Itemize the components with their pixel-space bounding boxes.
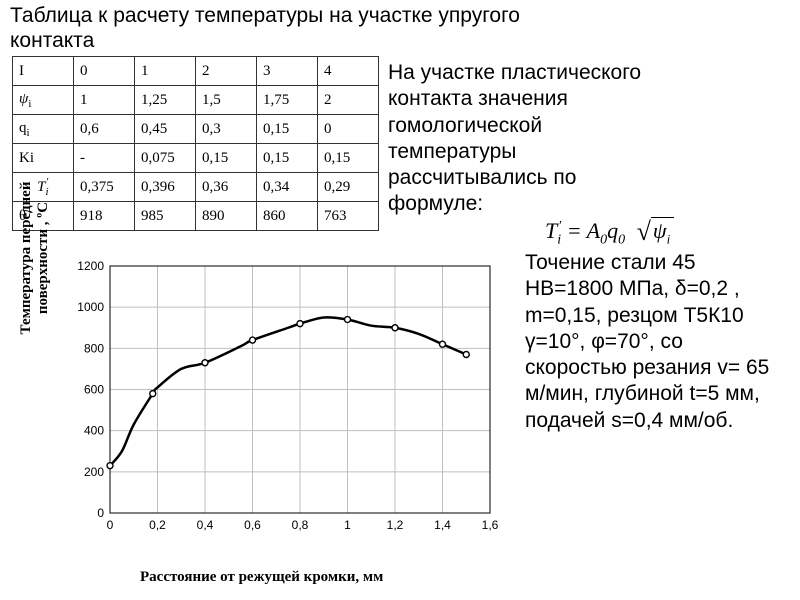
svg-text:0,4: 0,4 xyxy=(197,518,214,532)
svg-text:0,8: 0,8 xyxy=(292,518,309,532)
cell: - xyxy=(74,144,135,173)
table-row: I 0 1 2 3 4 xyxy=(13,57,379,86)
formula-psi: ψ xyxy=(653,218,667,243)
svg-text:0,2: 0,2 xyxy=(149,518,166,532)
row-header-psi: ψi xyxy=(13,86,74,115)
cell: 0,375 xyxy=(74,173,135,202)
svg-text:1: 1 xyxy=(344,518,351,532)
table-row: qi 0,6 0,45 0,3 0,15 0 xyxy=(13,115,379,144)
cell: 0,45 xyxy=(135,115,196,144)
chart-svg: 0 200 400 600 800 1000 1200 0 0,2 0,4 0,6 0,8 1 1,2 1,… xyxy=(70,258,500,543)
row-header-q: qi xyxy=(13,115,74,144)
cell: 1,75 xyxy=(257,86,318,115)
cell: 0,15 xyxy=(196,144,257,173)
svg-text:0,6: 0,6 xyxy=(244,518,261,532)
calc-table: I 0 1 2 3 4 ψi 1 1,25 1,5 1,75 2 qi 0,6 … xyxy=(12,56,379,231)
svg-text:200: 200 xyxy=(84,465,104,479)
y-axis-label: Температура передней поверхности , ºС xyxy=(18,148,52,368)
cell: 0,15 xyxy=(257,144,318,173)
cell: 2 xyxy=(196,57,257,86)
cutting-parameters: Точение стали 45 НВ=1800 МПа, δ=0,2 , m=… xyxy=(525,250,785,434)
y-axis-label-unit: ºС xyxy=(35,202,51,218)
table-row: Ti′ 0,375 0,396 0,36 0,34 0,29 xyxy=(13,173,379,202)
formula-A: A xyxy=(587,218,600,243)
formula-T: T xyxy=(545,218,557,243)
cell: 1,25 xyxy=(135,86,196,115)
paragraph-plastic-contact: На участке пластического контакта значен… xyxy=(388,60,663,218)
cell: 0,29 xyxy=(318,173,379,202)
cell: 1 xyxy=(74,86,135,115)
table-row: θ 918 985 890 860 763 xyxy=(13,202,379,231)
cell: 0,075 xyxy=(135,144,196,173)
cell: 3 xyxy=(257,57,318,86)
cell: 763 xyxy=(318,202,379,231)
formula-q-sub: 0 xyxy=(618,232,625,247)
svg-text:600: 600 xyxy=(84,383,104,397)
table-row: ψi 1 1,25 1,5 1,75 2 xyxy=(13,86,379,115)
svg-text:0: 0 xyxy=(107,518,114,532)
formula: Ti′ = A0q0 √ψi xyxy=(545,215,674,248)
cell: 0 xyxy=(74,57,135,86)
cell: 0,6 xyxy=(74,115,135,144)
svg-text:0: 0 xyxy=(97,506,104,520)
formula-q: q xyxy=(607,218,618,243)
cell: 4 xyxy=(318,57,379,86)
cell: 0 xyxy=(318,115,379,144)
page-title: Таблица к расчету температуры на участке… xyxy=(10,3,570,53)
cell: 1 xyxy=(135,57,196,86)
formula-psi-sub: i xyxy=(667,231,671,246)
x-axis-label: Расстояние от режущей кромки, мм xyxy=(140,569,383,586)
cell: 0,15 xyxy=(318,144,379,173)
svg-text:400: 400 xyxy=(84,424,104,438)
cell: 0,3 xyxy=(196,115,257,144)
svg-text:1,4: 1,4 xyxy=(434,518,451,532)
cell: 0,396 xyxy=(135,173,196,202)
cell: 0,15 xyxy=(257,115,318,144)
cell: 0,36 xyxy=(196,173,257,202)
cell: 985 xyxy=(135,202,196,231)
formula-eq: = xyxy=(561,218,586,243)
cell: 0,34 xyxy=(257,173,318,202)
svg-text:1,6: 1,6 xyxy=(482,518,499,532)
row-header-I: I xyxy=(13,57,74,86)
y-axis-label-line1: Температура передней xyxy=(18,182,34,335)
cell: 1,5 xyxy=(196,86,257,115)
svg-text:1200: 1200 xyxy=(77,259,104,273)
table-row: Ki - 0,075 0,15 0,15 0,15 xyxy=(13,144,379,173)
cell: 890 xyxy=(196,202,257,231)
svg-text:1,2: 1,2 xyxy=(387,518,404,532)
svg-text:800: 800 xyxy=(84,341,104,355)
cell: 860 xyxy=(257,202,318,231)
y-axis-label-line2: поверхности , xyxy=(35,221,51,314)
cell: 2 xyxy=(318,86,379,115)
temperature-chart: Температура передней поверхности , ºС 02… xyxy=(10,258,520,588)
svg-text:1000: 1000 xyxy=(77,300,104,314)
cell: 918 xyxy=(74,202,135,231)
formula-sqrt: √ψi xyxy=(631,218,675,243)
